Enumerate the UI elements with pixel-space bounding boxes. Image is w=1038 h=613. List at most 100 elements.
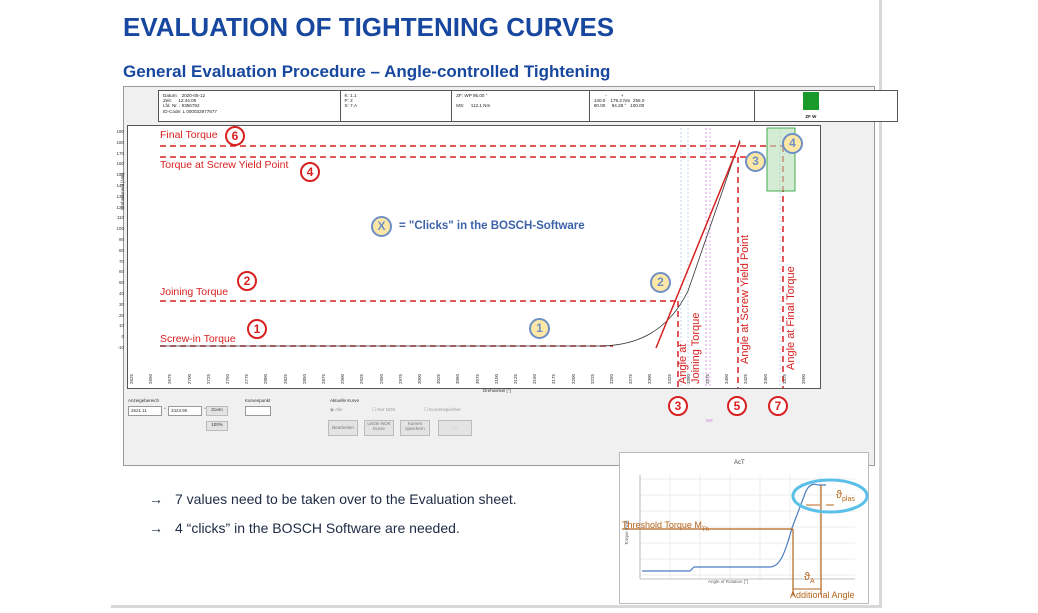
final-torque-label: Final Torque <box>160 129 218 141</box>
joining-torque-label: Joining Torque <box>160 286 229 298</box>
header-cell-target: ZF: WP 95.00 ° MS: 112.1 Nm <box>452 91 590 121</box>
click-2: 2 <box>650 272 671 293</box>
curve-point-input[interactable] <box>245 406 271 416</box>
range-from-unit: ° <box>164 407 166 412</box>
bullet-1: → 7 values need to be taken over to the E… <box>149 491 517 507</box>
click-legend-text: = "Clicks" in the BOSCH-Software <box>399 220 585 232</box>
y-tick-label: 40 <box>118 291 124 296</box>
inset-threshold-label: Threshold Torque MTh <box>622 520 709 533</box>
click-3: 3 <box>745 151 766 172</box>
x-axis-label: Drehwinkel [°] <box>483 388 511 393</box>
inset-title: AcT <box>734 460 745 466</box>
x-tick-label: 3475 <box>781 373 787 384</box>
page-subtitle: General Evaluation Procedure – Angle-con… <box>123 62 611 81</box>
edit-button[interactable]: Bearbeiten <box>328 420 358 436</box>
red-number-7: 7 <box>768 396 788 416</box>
x-tick-label: 2850 <box>301 373 307 384</box>
torque-curve <box>160 139 741 347</box>
x-tick-label: 2950 <box>378 373 384 384</box>
inset-theta-a: ϑA <box>804 571 815 586</box>
option-nok[interactable]: ☐ Nur NOK <box>372 407 396 412</box>
option-all[interactable]: ◉ Alle <box>330 407 343 412</box>
red-number-5: 5 <box>727 396 747 416</box>
y-tick-label: 170 <box>116 150 124 156</box>
x-tick-label: 3425 <box>743 373 749 384</box>
tangent-line <box>655 141 741 349</box>
x-tick-label: 2800 <box>263 373 269 384</box>
x-tick-label: 3500 <box>801 373 806 384</box>
red-number-4: 4 <box>300 162 320 182</box>
y-tick-label: 70 <box>118 258 124 264</box>
inset-additional-angle: Additional Angle <box>790 590 855 600</box>
y-tick-label: 0 <box>121 334 124 340</box>
y-tick-label: 80 <box>118 247 124 253</box>
zf-label: ZF W <box>805 114 817 119</box>
angle-joining-label-2: Joining Torque <box>690 312 702 384</box>
inset-svg <box>622 475 869 595</box>
x-tick-label: 3000 <box>417 373 422 384</box>
x-tick-label: 2700 <box>186 373 192 384</box>
y-tick-label: 110 <box>116 215 124 221</box>
click-legend-icon: X <box>371 216 392 237</box>
range-label: Anzeigebereich <box>128 398 160 403</box>
x-tick-label: 3325 <box>666 373 672 384</box>
x-tick-label: 3075 <box>474 373 480 384</box>
x-tick-label: 3200 <box>570 373 576 384</box>
inset-x-label: Angle of Rotation [°] <box>708 579 749 584</box>
x-tick-label: 2975 <box>397 373 403 384</box>
y-tick-label: 10 <box>118 323 124 329</box>
y-tick-label: 60 <box>118 269 124 275</box>
x-tick-label: 2825 <box>282 373 288 384</box>
screw-in-torque-label: Screw-in Torque <box>160 333 236 345</box>
ms-marker: MS <box>706 418 713 423</box>
x-tick-label: 3225 <box>589 373 595 384</box>
curve-point-label: Kurvenpunkt <box>245 398 271 403</box>
red-number-2: 2 <box>237 271 257 291</box>
y-tick-label: 90 <box>118 237 124 242</box>
x-tick-label: 3300 <box>647 373 653 384</box>
torque-angle-plot <box>127 125 821 389</box>
inset-highlight-ellipse <box>791 478 869 514</box>
more-button[interactable]: ... <box>438 420 472 436</box>
x-tick-label: 2675 <box>167 373 173 384</box>
x-tick-label: 2875 <box>321 373 326 384</box>
y-axis-label: Drehmoment [Nm] <box>120 173 125 210</box>
zoom-100-button[interactable]: 100% <box>206 421 228 431</box>
click-1: 1 <box>529 318 550 339</box>
x-tick-label: 3025 <box>436 373 442 384</box>
zoom-button[interactable]: Zoom <box>206 406 228 416</box>
page-title: EVALUATION OF TIGHTENING CURVES <box>123 12 615 42</box>
y-tick-label: 30 <box>118 301 124 307</box>
inset-theta-plas: ϑplas <box>836 489 855 504</box>
range-to-unit: ° <box>204 407 206 412</box>
x-tick-label: 3450 <box>762 373 768 384</box>
plot-svg <box>160 127 796 388</box>
current-curve-label: Aktuelle Kurve <box>330 398 360 403</box>
x-tick-label: 3125 <box>513 373 518 384</box>
red-number-3: 3 <box>668 396 688 416</box>
last-nok-button[interactable]: Letzte NOK Kurve <box>364 420 394 436</box>
y-tick-label: 50 <box>118 280 124 286</box>
measurement-header: Datum: 2020-05-12 Zeit: 12:44:05 Lfd. Nr… <box>158 90 898 130</box>
option-memory[interactable]: ☐ Kurvenspeicher <box>424 407 461 412</box>
x-tick-label: 2775 <box>244 373 250 384</box>
header-cell-program: K: 1.1 P: 2 S: 7.A <box>341 91 453 121</box>
ok-badge: OK 94.28 <box>803 92 837 130</box>
x-tick-label: 3050 <box>455 373 461 384</box>
right-arrow-icon: → <box>149 491 163 507</box>
x-tick-label: 3100 <box>493 373 499 384</box>
save-curve-button[interactable]: Kurven speichern <box>400 420 430 436</box>
x-tick-label: 3275 <box>628 373 634 384</box>
y-tick-label: 190 <box>116 129 124 134</box>
range-to-input[interactable]: 3423.90 <box>168 406 202 416</box>
yield-torque-label: Torque at Screw Yield Point <box>160 159 289 171</box>
y-tick-label: 120 <box>116 204 124 210</box>
inset-chart: AcT Threshold Torque MTh ϑplas ϑA Additi… <box>619 452 869 604</box>
x-tick-label: 3150 <box>532 373 538 384</box>
x-tick-label: 2625 <box>129 373 134 384</box>
y-tick-label: 180 <box>116 139 124 145</box>
x-tick-label: 2725 <box>205 373 211 384</box>
x-tick-label: 3400 <box>724 373 730 384</box>
range-from-input[interactable]: 2621.11 <box>128 406 162 416</box>
click-4: 4 <box>782 133 803 154</box>
